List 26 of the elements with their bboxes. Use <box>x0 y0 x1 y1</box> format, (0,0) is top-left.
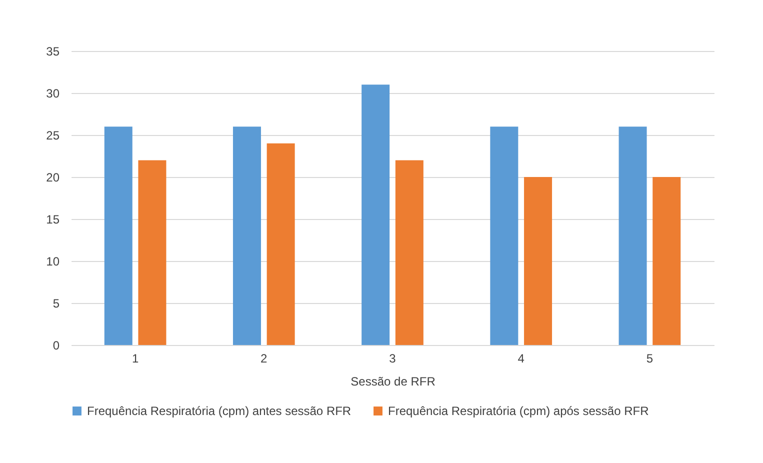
legend-label: Frequência Respiratória (cpm) após sessão RFR <box>388 404 650 418</box>
y-tick-label: 30 <box>46 86 60 100</box>
bar <box>138 160 166 345</box>
x-axis-title: Sessão de RFR <box>350 374 436 388</box>
bar <box>232 126 261 345</box>
y-tick-label: 15 <box>46 212 60 226</box>
x-tick-label: 5 <box>646 352 654 366</box>
legend-label: Frequência Respiratória (cpm) antes sessão RFR <box>87 404 352 418</box>
x-tick-label: 3 <box>389 352 396 366</box>
x-tick-label: 4 <box>518 352 525 366</box>
bar <box>104 126 132 345</box>
bar <box>524 177 552 345</box>
bar <box>362 84 390 345</box>
y-tick-label: 5 <box>52 296 60 310</box>
y-tick-label: 35 <box>46 44 60 58</box>
bar <box>618 126 647 345</box>
x-tick-label: 2 <box>260 352 268 366</box>
y-tick-label: 0 <box>52 338 60 352</box>
bar <box>266 143 295 345</box>
x-tick-label: 1 <box>132 352 139 366</box>
bar <box>395 160 424 345</box>
y-tick-label: 10 <box>46 254 60 268</box>
bar <box>490 126 518 345</box>
bar <box>652 177 681 345</box>
y-tick-label: 20 <box>46 170 60 184</box>
y-tick-label: 25 <box>46 128 60 142</box>
